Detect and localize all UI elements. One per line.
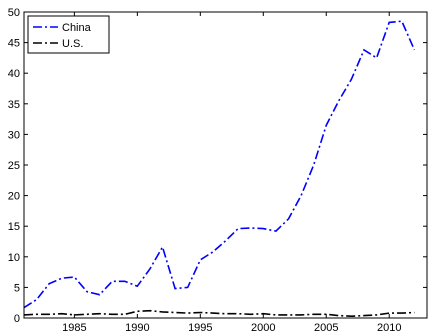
plot-background	[24, 12, 427, 318]
y-tick-label: 45	[8, 38, 20, 50]
y-tick-label: 50	[8, 7, 20, 19]
axis-ticks: 1985 1990 1995 2000 2005 2010 0 5 10 15 20 25 30 35 40…	[8, 7, 427, 334]
x-tick-label: 2000	[251, 322, 275, 334]
x-tick-label: 2005	[314, 322, 338, 334]
y-tick-label: 40	[8, 68, 20, 80]
y-tick-label: 15	[8, 221, 20, 233]
y-tick-label: 35	[8, 99, 20, 111]
x-tick-label: 2010	[377, 322, 401, 334]
y-tick-label: 5	[14, 282, 20, 294]
x-tick-label: 1995	[188, 322, 212, 334]
legend-box	[27, 15, 110, 54]
y-tick-label: 0	[14, 313, 20, 325]
y-tick-label: 20	[8, 191, 20, 203]
y-tick-label: 30	[8, 129, 20, 141]
legend-label-china: China	[62, 22, 92, 34]
y-tick-label: 25	[8, 160, 20, 172]
x-tick-label: 1990	[125, 322, 149, 334]
series-line-us	[23, 309, 415, 318]
x-tick-label: 1985	[62, 322, 86, 334]
series-line-china	[23, 20, 416, 309]
y-tick-label: 10	[8, 252, 20, 264]
legend: China U.S.	[27, 15, 110, 54]
series-lines	[23, 20, 416, 318]
legend-label-us: U.S.	[62, 38, 83, 50]
